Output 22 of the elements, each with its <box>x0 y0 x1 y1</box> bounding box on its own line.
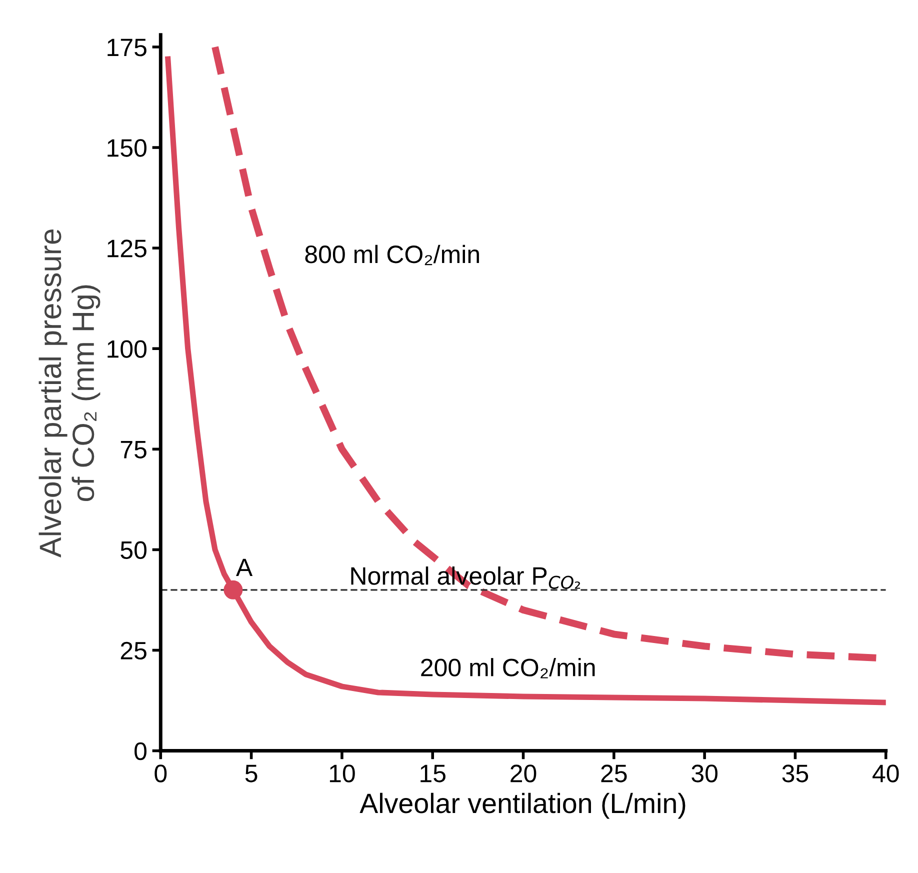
x-tick-label: 5 <box>245 764 258 782</box>
x-axis-title: Alveolar ventilation (L/min) <box>360 792 686 819</box>
y-tick-label: 50 <box>120 541 146 559</box>
x-tick-label: 15 <box>420 764 446 782</box>
y-tick-label: 150 <box>108 139 146 157</box>
x-tick-label: 30 <box>692 764 718 782</box>
y-tick-label: 75 <box>120 441 146 458</box>
series-label: 800 ml CO₂/min <box>305 244 479 266</box>
x-tick-label: 40 <box>872 764 899 782</box>
y-tick-label: 0 <box>134 742 146 760</box>
x-tick-label: 35 <box>782 764 808 782</box>
x-tick-label: 0 <box>154 764 167 782</box>
annotation: A <box>236 558 253 576</box>
x-tick-label: 20 <box>510 764 536 782</box>
y-tick-label: 175 <box>108 38 146 56</box>
y-axis-title: Alveolar partial pressure of CO₂ (mm Hg) <box>38 229 100 558</box>
y-tick-label: 125 <box>108 240 146 258</box>
y-tick-label: 25 <box>120 642 146 660</box>
series-label: 200 ml CO₂/min <box>421 658 595 678</box>
x-tick-label: 25 <box>601 764 627 782</box>
x-tick-label: 10 <box>330 764 355 782</box>
y-tick-label: 100 <box>108 340 146 358</box>
